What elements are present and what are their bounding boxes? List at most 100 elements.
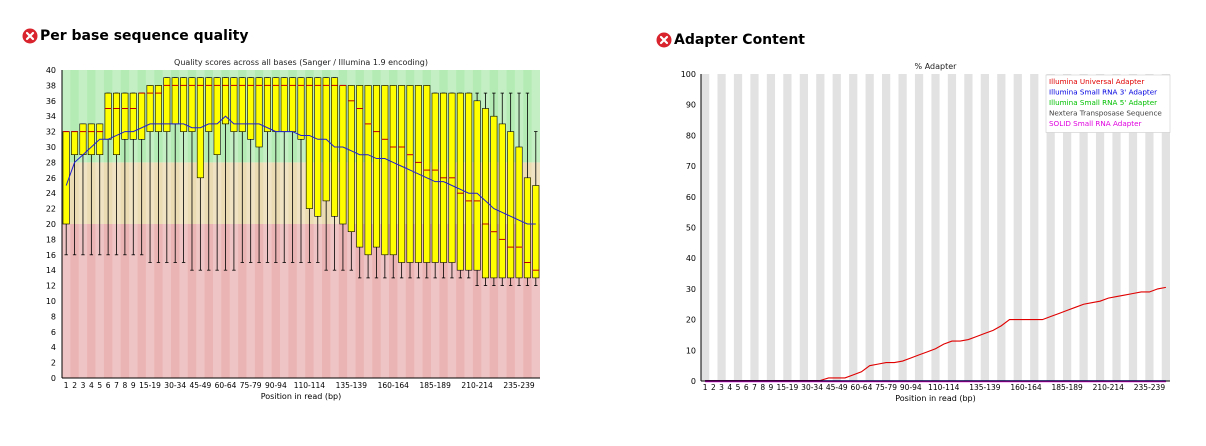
x-tick-label: 135-139 (336, 381, 368, 390)
x-tick-label: 135-139 (969, 383, 1001, 392)
y-tick-label: 100 (681, 70, 696, 79)
zone-stripe (78, 224, 88, 378)
x-tick-label: 8 (760, 383, 765, 392)
y-tick-label: 40 (686, 254, 696, 263)
column-stripe (816, 74, 825, 381)
box (62, 131, 70, 225)
zone-stripe (129, 224, 138, 378)
x-tick-label: 6 (106, 381, 111, 390)
y-tick-label: 34 (46, 112, 56, 121)
box (79, 123, 87, 156)
zone-stripe (62, 70, 71, 163)
y-tick-label: 10 (46, 297, 56, 306)
y-tick-label: 6 (51, 328, 56, 337)
column-stripe (849, 74, 858, 381)
zone-stripe (212, 224, 222, 378)
x-tick-label: 6 (744, 383, 749, 392)
x-tick-label: 1 (64, 381, 69, 390)
box (171, 77, 179, 125)
box (104, 92, 112, 140)
x-tick-label: 60-64 (215, 381, 237, 390)
zone-stripe (414, 224, 423, 378)
box (431, 92, 439, 263)
adapter-heading: Adapter Content (656, 32, 805, 48)
x-tick-label: 160-164 (378, 381, 410, 390)
box (498, 123, 506, 279)
column-stripe (997, 74, 1006, 381)
legend-entry: Illumina Small RNA 3' Adapter (1049, 88, 1157, 97)
x-tick-label: 2 (72, 381, 77, 390)
legend (1045, 74, 1171, 133)
column-stripe (1079, 74, 1088, 381)
x-tick-label: 210-214 (461, 381, 493, 390)
x-tick-label: 235-239 (1134, 383, 1166, 392)
column-stripe (783, 74, 792, 381)
zone-stripe (196, 224, 205, 378)
zone-stripe (380, 224, 390, 378)
y-tick-label: 28 (46, 158, 56, 167)
y-tick-label: 70 (686, 162, 696, 171)
zone-stripe (112, 224, 121, 378)
zone-stripe (447, 224, 457, 378)
column-stripe (799, 74, 808, 381)
box (398, 85, 406, 263)
x-tick-label: 9 (769, 383, 774, 392)
column-stripe (750, 74, 759, 381)
legend-entry: Illumina Universal Adapter (1049, 77, 1144, 86)
zone-stripe (430, 224, 440, 378)
column-stripe (882, 74, 891, 381)
box (481, 108, 489, 279)
box (465, 92, 473, 271)
box (515, 146, 523, 279)
column-stripe (980, 74, 989, 381)
x-tick-label: 160-164 (1010, 383, 1042, 392)
x-tick-label: 210-214 (1093, 383, 1125, 392)
x-tick-label: 2 (711, 383, 716, 392)
y-tick-label: 30 (46, 143, 56, 152)
column-stripe (1145, 74, 1154, 381)
box (389, 85, 397, 256)
box (263, 77, 271, 132)
x-tick-label: 5 (97, 381, 102, 390)
box (87, 123, 95, 156)
box (238, 77, 246, 132)
x-tick-label: 30-34 (801, 383, 823, 392)
y-tick-label: 16 (46, 251, 56, 260)
column-stripe (733, 74, 743, 381)
zone-stripe (280, 224, 289, 378)
y-tick-label: 0 (51, 374, 56, 383)
quality-box-chart: Quality scores across all bases (Sanger … (46, 58, 540, 401)
box (473, 100, 481, 271)
y-tick-label: 60 (686, 193, 696, 202)
column-stripe (1046, 74, 1055, 381)
box (230, 77, 238, 132)
x-tick-label: 4 (89, 381, 94, 390)
column-stripe (832, 74, 841, 381)
zone-stripe (263, 224, 272, 378)
x-tick-label: 185-189 (420, 381, 452, 390)
column-stripe (914, 74, 924, 381)
box (255, 77, 263, 148)
x-tick-label: 45-49 (826, 383, 848, 392)
box (154, 85, 162, 132)
y-tick-label: 20 (46, 220, 56, 229)
y-tick-label: 26 (46, 174, 56, 183)
column-stripe (1013, 74, 1022, 381)
zone-stripe (397, 224, 406, 378)
x-tick-label: 110-114 (928, 383, 960, 392)
x-tick-label: 8 (123, 381, 128, 390)
x-tick-label: 185-189 (1051, 383, 1083, 392)
column-stripe (1112, 74, 1121, 381)
x-tick-label: 110-114 (294, 381, 326, 390)
box (247, 77, 255, 140)
zone-stripe (78, 70, 88, 163)
box (372, 85, 380, 248)
column-stripe (1128, 74, 1138, 381)
box (138, 92, 146, 140)
x-tick-label: 15-19 (139, 381, 161, 390)
box (129, 92, 137, 140)
zone-stripe (363, 224, 373, 378)
x-axis-label: Position in read (bp) (261, 392, 341, 401)
box (356, 85, 364, 248)
